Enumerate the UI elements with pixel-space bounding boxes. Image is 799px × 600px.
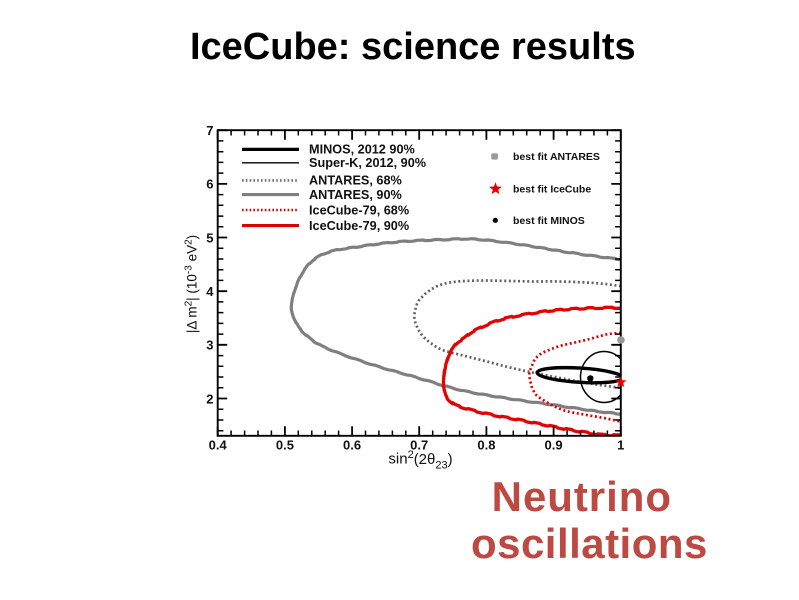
svg-text:1: 1 — [617, 438, 624, 453]
svg-text:best fit ANTARES: best fit ANTARES — [513, 151, 600, 163]
svg-text:best fit IceCube: best fit IceCube — [513, 184, 591, 196]
svg-text:best fit MINOS: best fit MINOS — [513, 215, 585, 227]
svg-text:IceCube-79, 90%: IceCube-79, 90% — [309, 219, 409, 233]
svg-text:Super-K, 2012, 90%: Super-K, 2012, 90% — [309, 156, 426, 170]
svg-text:6: 6 — [206, 177, 213, 192]
svg-text:2: 2 — [206, 391, 213, 406]
svg-text:0.6: 0.6 — [343, 438, 361, 453]
svg-text:0.7: 0.7 — [410, 438, 428, 453]
svg-text:0.5: 0.5 — [276, 438, 294, 453]
svg-text:7: 7 — [206, 123, 213, 138]
svg-text:3: 3 — [206, 338, 213, 353]
svg-text:IceCube-79, 68%: IceCube-79, 68% — [309, 203, 409, 217]
svg-text:ANTARES, 90%: ANTARES, 90% — [309, 188, 402, 202]
svg-text:MINOS, 2012 90%: MINOS, 2012 90% — [309, 143, 415, 157]
svg-text:ANTARES, 68%: ANTARES, 68% — [309, 174, 402, 188]
svg-text:0.9: 0.9 — [545, 438, 563, 453]
svg-text:4: 4 — [206, 284, 214, 299]
svg-text:|Δ m2| (10-3 eV2): |Δ m2| (10-3 eV2) — [184, 235, 200, 333]
svg-text:5: 5 — [206, 230, 213, 245]
svg-text:sin2(2θ23): sin2(2θ23) — [388, 449, 452, 472]
svg-text:0.4: 0.4 — [209, 438, 228, 453]
svg-text:0.8: 0.8 — [477, 438, 495, 453]
